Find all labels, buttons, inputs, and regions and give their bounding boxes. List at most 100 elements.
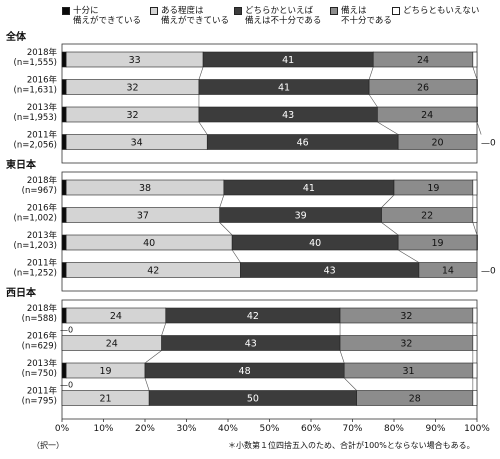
bar-segment — [61, 307, 67, 324]
row-n-label: (n=2,056) — [14, 141, 57, 151]
connector-line — [144, 377, 150, 391]
x-tick-label: 40% — [218, 424, 238, 434]
x-tick-label: 90% — [425, 424, 445, 434]
bar-segment — [61, 207, 67, 223]
bar-segment — [397, 134, 478, 150]
x-tick-label: 10% — [93, 424, 113, 434]
row-n-label: (n=1,252) — [14, 269, 57, 279]
connector-line — [144, 350, 162, 364]
x-tick-label: 30% — [176, 424, 196, 434]
data-label: 41 — [303, 183, 315, 194]
data-label: 42 — [147, 266, 159, 277]
bar-segment — [476, 106, 478, 123]
row-n-label: (n=1,953) — [14, 113, 57, 123]
row-n-label: (n=1,555) — [14, 58, 57, 68]
row-year-label: 2016年 — [27, 331, 58, 342]
x-tick-label: 70% — [342, 424, 362, 434]
connector-line — [339, 350, 345, 364]
data-label: 24 — [421, 110, 433, 121]
bar-segment — [476, 234, 478, 251]
data-label: 48 — [239, 366, 251, 377]
row-year-label: 2013年 — [27, 358, 58, 369]
data-label: 26 — [417, 83, 429, 94]
bar-segment — [472, 335, 478, 351]
row-year-label: 2018年 — [27, 303, 58, 314]
data-label: 24 — [417, 55, 429, 66]
legend-label-line1: ある程度は — [161, 6, 204, 16]
legend-swatch — [150, 7, 158, 15]
data-label: 32 — [400, 311, 412, 322]
data-label: 41 — [282, 55, 294, 66]
legend-label-line1: 十分に — [73, 6, 99, 16]
x-tick-label: 50% — [259, 424, 279, 434]
data-label: 43 — [282, 110, 294, 121]
connector-line — [381, 194, 395, 208]
legend-swatch — [330, 7, 338, 15]
bar-segment — [61, 79, 67, 95]
legend-swatch — [62, 7, 70, 15]
connector-line — [219, 194, 225, 208]
footnote-left: （択一） — [32, 441, 64, 450]
connector-line — [472, 66, 478, 80]
group-title: 全体 — [5, 30, 27, 43]
row-year-label: 2011年 — [27, 258, 58, 269]
row-year-label: 2011年 — [27, 386, 58, 397]
data-label: 21 — [100, 394, 112, 405]
legend-label-line1: どちらかといえば — [245, 6, 314, 16]
data-label: 37 — [137, 211, 149, 222]
row-n-label: (n=1,002) — [14, 214, 57, 224]
data-label: 43 — [245, 339, 257, 350]
data-label: 42 — [247, 311, 259, 322]
data-label: 22 — [421, 211, 433, 222]
data-label: 33 — [129, 55, 141, 66]
x-tick-label: 100% — [464, 424, 490, 434]
bar-segment — [472, 179, 478, 196]
row-n-label: (n=588) — [22, 314, 57, 324]
connector-line — [161, 322, 167, 336]
connector-line — [198, 121, 208, 135]
connector-line — [472, 222, 478, 236]
x-tick-label: 60% — [301, 424, 321, 434]
bar-segment — [472, 307, 478, 324]
data-label: —0 — [60, 381, 73, 390]
bar-segment — [418, 262, 478, 278]
legend-label-line2: 備えは不十分である — [245, 16, 322, 26]
data-label: 46 — [297, 138, 309, 149]
footnote-right: ＊小数第１位四捨五入のため、合計が100%とならない場合もある。 — [228, 441, 475, 450]
bar-segment — [61, 179, 67, 196]
connector-line — [368, 66, 374, 80]
connector-line — [476, 121, 482, 135]
bar-segment — [61, 262, 67, 278]
bar-segment — [61, 234, 67, 251]
row-n-label: (n=750) — [22, 369, 57, 379]
data-label: —0 — [481, 267, 496, 277]
connector-line — [198, 66, 204, 80]
row-n-label: (n=1,203) — [14, 241, 57, 251]
group-title: 東日本 — [6, 158, 37, 171]
data-label: 38 — [139, 183, 151, 194]
row-year-label: 2011年 — [27, 130, 58, 141]
legend-label-line2: 備えができている — [161, 16, 230, 26]
data-label: 19 — [432, 238, 444, 249]
x-tick-label: 80% — [384, 424, 404, 434]
data-label: 24 — [110, 311, 122, 322]
data-label: 34 — [131, 138, 143, 149]
connector-line — [343, 377, 357, 391]
x-tick-label: 0% — [55, 424, 70, 434]
legend-swatch — [234, 7, 242, 15]
row-year-label: 2018年 — [27, 175, 58, 186]
bar-segment — [61, 106, 67, 123]
data-label: —0 — [60, 326, 73, 335]
data-label: 14 — [442, 266, 454, 277]
data-label: 28 — [409, 394, 421, 405]
legend-label-line1: どちらともいえない — [403, 6, 480, 16]
x-tick-label: 20% — [135, 424, 155, 434]
bar-segment — [472, 207, 478, 223]
data-label: 32 — [127, 110, 139, 121]
data-label: 31 — [402, 366, 414, 377]
bar-segment — [476, 79, 478, 95]
bar-segment — [61, 134, 67, 150]
row-year-label: 2016年 — [27, 203, 58, 214]
legend-label-line1: 備えは — [341, 6, 367, 16]
